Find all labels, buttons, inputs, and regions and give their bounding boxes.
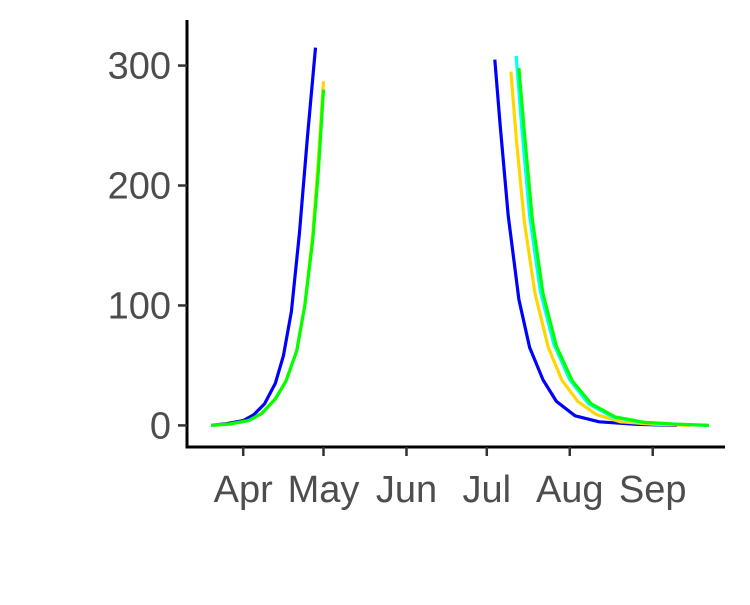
x-tick-label: Aug <box>536 469 604 511</box>
series-line-5 <box>509 71 691 427</box>
x-tick-label: Jun <box>376 469 437 511</box>
y-tick-label: 200 <box>108 166 171 208</box>
series-line-4 <box>493 59 677 427</box>
series-line-3 <box>210 89 326 427</box>
x-tick-label: May <box>288 469 360 511</box>
x-tick-label: Apr <box>214 469 273 511</box>
series-layer <box>210 47 709 427</box>
axes-layer: 0 100 200 300 Apr May Jun Jul Aug Sep <box>108 20 725 511</box>
y-tick-label: 100 <box>108 285 171 327</box>
x-tick-label: Sep <box>619 469 687 511</box>
series-line-7 <box>517 67 709 427</box>
series-line-1 <box>210 47 318 427</box>
y-tick-label: 300 <box>108 46 171 88</box>
x-tick-label: Jul <box>462 469 511 511</box>
y-tick-label: 0 <box>150 405 171 447</box>
series-line-6 <box>514 55 709 427</box>
